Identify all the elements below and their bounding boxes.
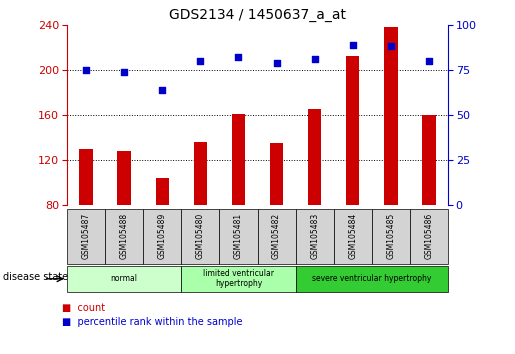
Point [196, 58, 204, 64]
Point [272, 60, 281, 65]
Text: GSM105481: GSM105481 [234, 213, 243, 259]
Bar [270, 143, 283, 205]
Text: limited ventricular
hypertrophy: limited ventricular hypertrophy [203, 269, 274, 289]
Text: disease state: disease state [3, 272, 67, 282]
Bar [194, 142, 207, 205]
Text: GSM105488: GSM105488 [119, 213, 129, 259]
Text: GSM105485: GSM105485 [386, 213, 396, 259]
Text: GSM105487: GSM105487 [81, 213, 91, 259]
Point [120, 69, 128, 75]
Bar [79, 149, 93, 205]
Bar [117, 151, 131, 205]
Text: GSM105489: GSM105489 [158, 213, 167, 259]
Text: GSM105484: GSM105484 [348, 213, 357, 259]
Text: normal: normal [111, 274, 138, 283]
Text: GSM105480: GSM105480 [196, 213, 205, 259]
Bar [346, 56, 359, 205]
Point [82, 67, 90, 73]
Text: GSM105482: GSM105482 [272, 213, 281, 259]
Text: ■  percentile rank within the sample: ■ percentile rank within the sample [62, 317, 242, 327]
Bar [156, 178, 169, 205]
Point [349, 42, 357, 47]
Point [158, 87, 166, 93]
Bar [232, 114, 245, 205]
Point [387, 44, 395, 49]
Point [425, 58, 433, 64]
Point [311, 56, 319, 62]
Text: ■  count: ■ count [62, 303, 105, 313]
Title: GDS2134 / 1450637_a_at: GDS2134 / 1450637_a_at [169, 8, 346, 22]
Bar [422, 115, 436, 205]
Text: GSM105483: GSM105483 [310, 213, 319, 259]
Bar [308, 109, 321, 205]
Text: GSM105486: GSM105486 [424, 213, 434, 259]
Bar [384, 27, 398, 205]
Point [234, 55, 243, 60]
Text: severe ventricular hypertrophy: severe ventricular hypertrophy [312, 274, 432, 283]
